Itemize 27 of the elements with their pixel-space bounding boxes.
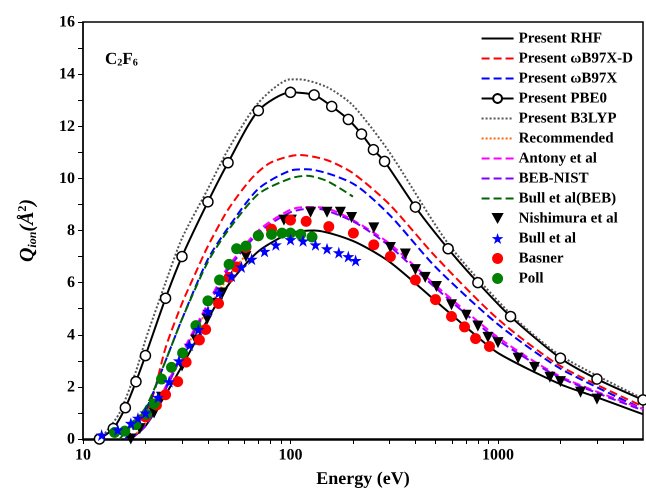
legend-label: Recommended (518, 130, 614, 146)
legend-label: Bull et al(BEB) (518, 190, 616, 206)
y-tick-label: 8 (67, 222, 75, 239)
x-tick-label: 100 (278, 446, 302, 464)
y-tick-label: 6 (67, 274, 75, 292)
y-tick-label: 10 (59, 170, 75, 187)
legend-label: Present ωB97X (518, 70, 618, 86)
legend-label: BEB-NIST (518, 170, 589, 186)
legend-label: Present PBE0 (518, 90, 608, 106)
y-tick-label: 12 (59, 118, 75, 135)
y-tick-label: 4 (67, 326, 75, 344)
y-tick-label: 2 (67, 378, 75, 396)
legend-label: Antony et al (518, 150, 597, 166)
legend-label: Basner (518, 250, 564, 266)
x-axis-title: Energy (eV) (316, 468, 410, 488)
x-tick-label: 1000 (482, 446, 514, 464)
legend-label: Poll (518, 270, 544, 286)
y-axis-title: Qion(Å2) (15, 198, 39, 262)
y-tick-label: 14 (59, 66, 75, 83)
annotation: C2F6 (105, 49, 138, 68)
y-tick-label: 0 (67, 430, 75, 448)
legend-label: Present RHF (518, 30, 602, 46)
legend-label: Nishimura et al (518, 210, 618, 226)
legend-label: Bull et al (518, 230, 576, 246)
y-tick-label: 16 (59, 14, 75, 30)
legend-label: Present ωB97X-D (518, 50, 634, 66)
legend-label: Present B3LYP (518, 110, 617, 126)
